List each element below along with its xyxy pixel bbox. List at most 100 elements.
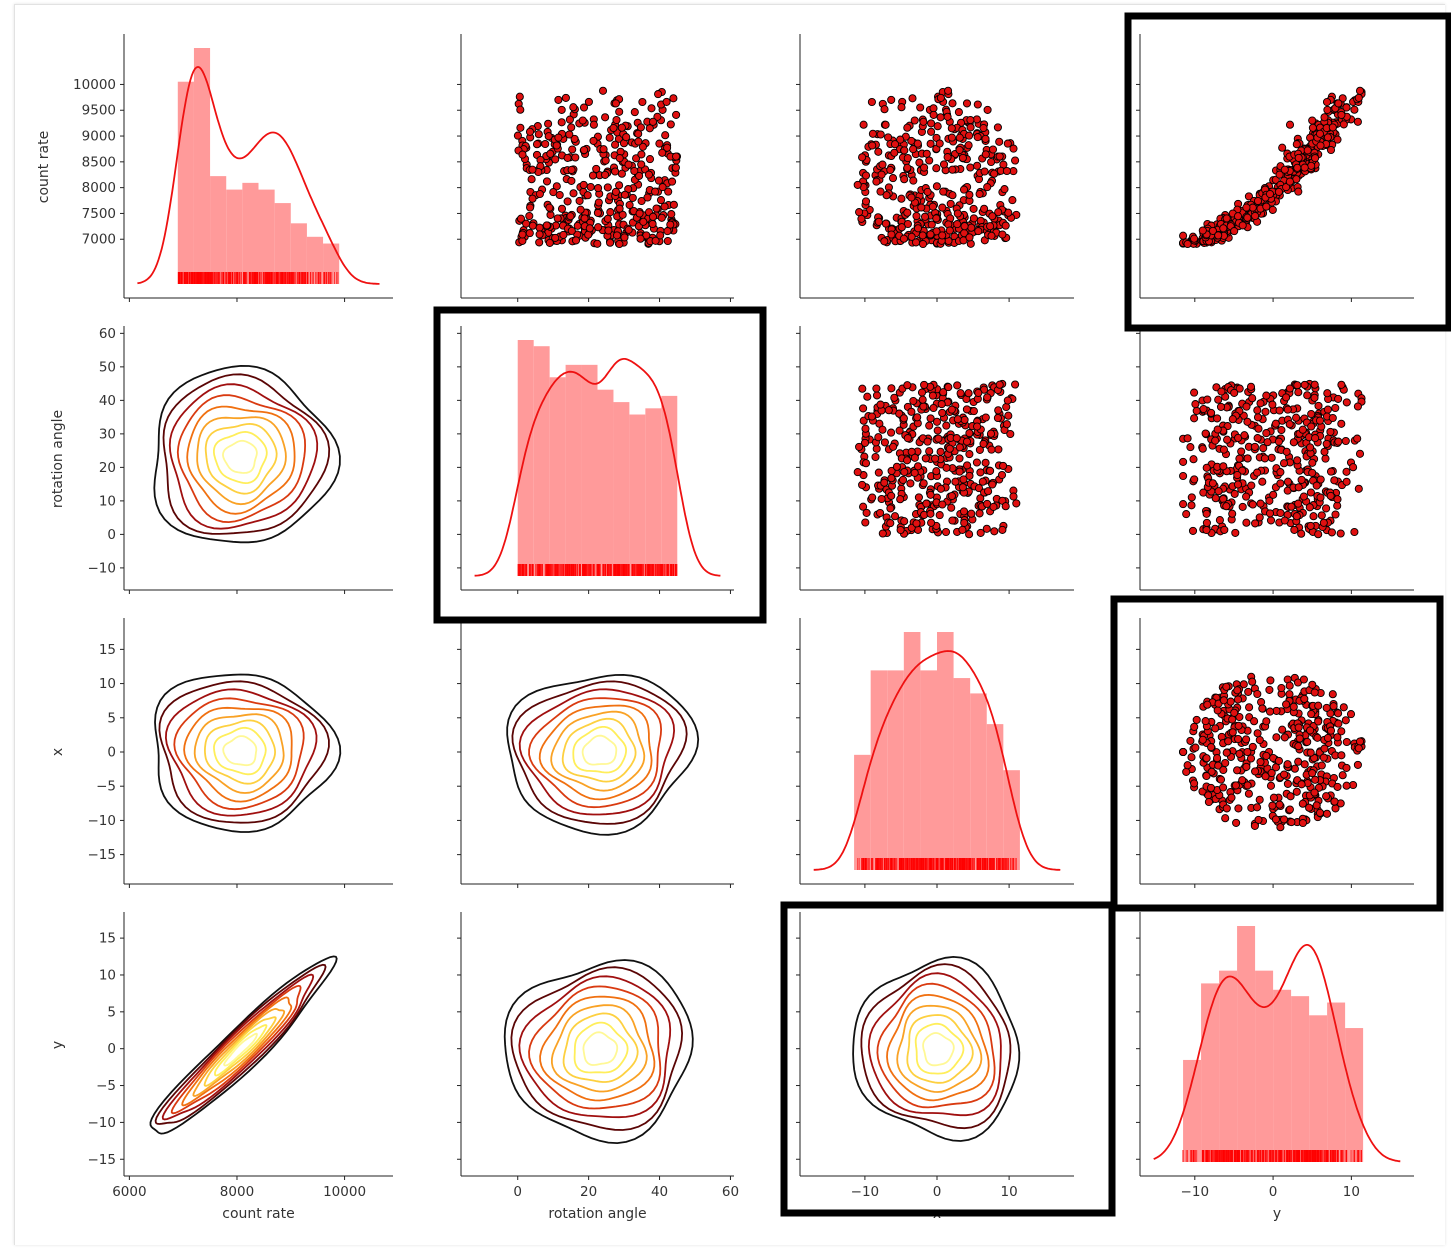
scatter-point [553,214,562,223]
scatter-point [926,490,935,499]
scatter-point [1206,783,1216,792]
scatter-point [1190,779,1199,788]
hist-bar [1309,1015,1328,1162]
scatter-point [1282,700,1291,709]
scatter-point [669,200,678,209]
scatter-point [1190,234,1199,243]
scatter-point [1331,804,1340,813]
scatter-point [604,226,613,235]
scatter-point [632,154,641,163]
kde-contour [173,697,305,811]
scatter-point [1182,510,1191,519]
scatter-point [917,388,927,397]
y-tick-label: 7500 [82,206,116,222]
scatter-point [1337,110,1346,119]
scatter-point [937,400,946,409]
scatter-point [1316,141,1325,150]
scatter-point [877,170,886,179]
scatter-point [954,108,963,117]
scatter-point [857,214,866,223]
scatter-point [515,92,524,101]
scatter-point [654,90,663,99]
scatter-point [661,131,670,140]
scatter-point [926,230,935,239]
scatter-point [886,165,895,175]
scatter-point [919,479,928,488]
scatter-point [1227,793,1236,802]
scatter-point [663,236,672,246]
y-tick-label: −10 [88,1115,117,1131]
scatter-point [593,208,602,217]
panel-y-vs-y: −10 0 10 y [1136,912,1414,1222]
x-tick-label: 20 [580,1184,597,1200]
scatter-point [601,113,610,122]
scatter-point [926,414,935,423]
scatter-point [1283,760,1292,769]
scatter-point [1339,703,1348,712]
scatter-point [1233,686,1242,695]
scatter-point [1342,477,1351,486]
scatter-point [1268,205,1277,214]
scatter-point [1190,475,1199,484]
scatter-point [1320,744,1329,753]
scatter-point [1191,743,1200,752]
scatter-point [942,463,951,472]
scatter-point [1222,804,1231,813]
scatter-point [628,193,637,202]
scatter-point [546,149,555,158]
scatter-point [1233,695,1243,704]
scatter-point [887,474,896,483]
kde-contour [539,995,656,1102]
scatter-point [636,234,645,243]
scatter-point [1342,763,1351,772]
kde-contour [223,1032,258,1067]
scatter-point [1253,689,1262,699]
scatter-point [896,495,905,504]
scatter-point [655,139,664,148]
scatter-point [1290,525,1299,534]
scatter-point [1201,429,1210,438]
hist-bar [870,670,888,870]
scatter-point [1240,431,1249,440]
scatter-point [1341,716,1350,725]
scatter-point [942,421,951,430]
scatter-point [1316,475,1325,484]
scatter-point [932,214,941,223]
scatter-point [622,133,631,142]
scatter-point [1253,729,1262,738]
scatter-point [1276,468,1285,477]
scatter-point [1294,388,1303,397]
scatter-point [1216,775,1226,784]
scatter-point [965,471,974,480]
hist-bar [517,340,534,576]
scatter-point [1261,772,1270,781]
scatter-point [896,135,905,144]
scatter-point [923,437,932,446]
scatter-point [1202,771,1211,781]
scatter-point [528,165,537,174]
scatter-point [1179,747,1188,757]
scatter-point [932,467,941,476]
scatter-point [986,222,995,231]
scatter-point [987,157,996,167]
scatter-point [945,226,954,235]
scatter-point [570,134,579,143]
scatter-point [1308,680,1317,689]
scatter-point [1251,519,1260,528]
scatter-point [662,97,671,106]
scatter-point [1202,509,1211,518]
scatter-point [1242,735,1251,744]
scatter-point [1216,402,1226,411]
scatter-point [918,239,928,249]
scatter-point [1211,724,1220,733]
scatter-point [1221,758,1230,768]
scatter-point [880,105,889,114]
scatter-point [1300,760,1309,769]
scatter-point [1276,823,1285,832]
kde-contour [196,416,287,506]
scatter-point [951,477,960,486]
scatter-point [1221,814,1230,823]
scatter-point [606,238,615,247]
scatter-point [1226,697,1235,706]
scatter-point [1307,422,1316,431]
